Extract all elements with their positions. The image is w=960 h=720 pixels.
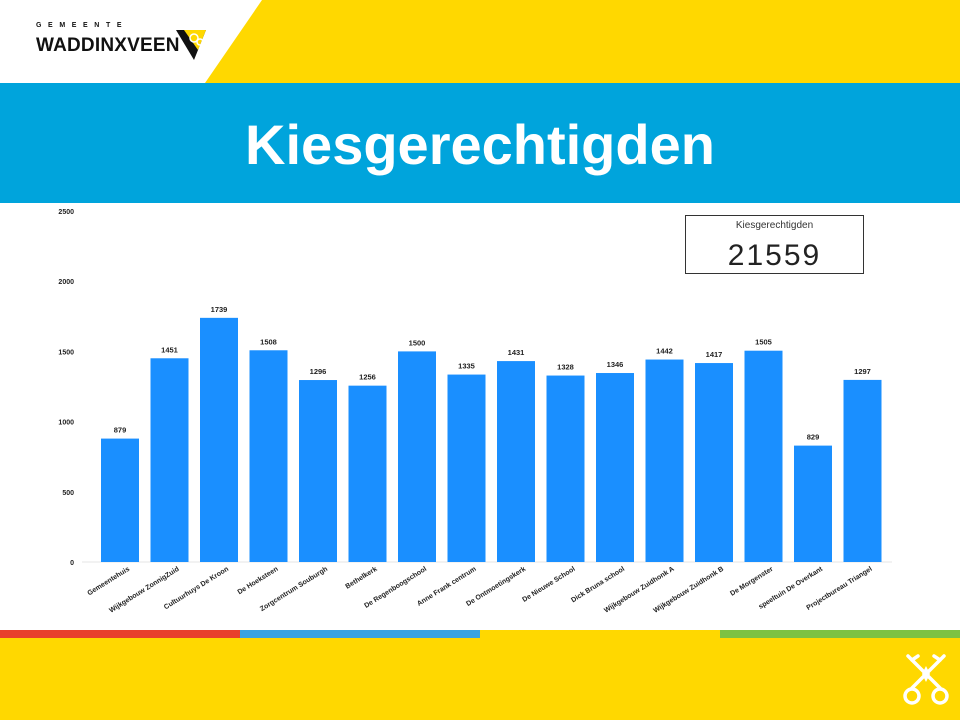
y-tick-label: 0 xyxy=(70,560,74,567)
bar-value-label: 1328 xyxy=(557,363,574,372)
bar xyxy=(596,373,634,562)
municipality-logo[interactable]: GEMEENTE WADDINXVEEN xyxy=(36,22,216,62)
y-tick-label: 500 xyxy=(62,490,74,497)
bar-chart: 05001000150020002500879Gemeentehuis1451W… xyxy=(58,209,892,615)
bar-value-label: 879 xyxy=(114,426,127,435)
bar xyxy=(843,379,882,562)
x-tick-label: De Hoeksteen xyxy=(237,566,280,596)
title-band xyxy=(0,83,960,203)
coat-of-arms-icon xyxy=(176,30,206,60)
bar-value-label: 1335 xyxy=(458,362,475,371)
bar xyxy=(150,358,189,562)
bar xyxy=(348,385,387,562)
y-tick-label: 1500 xyxy=(58,349,74,356)
bar-value-label: 1297 xyxy=(854,367,871,376)
logo-top-text: GEMEENTE xyxy=(36,22,129,29)
color-stripes xyxy=(0,630,960,638)
bar xyxy=(299,380,337,562)
total-card-label: Kiesgerechtigden xyxy=(735,220,814,231)
bar-value-label: 1417 xyxy=(706,350,723,359)
header-background xyxy=(0,0,960,83)
bar xyxy=(546,375,585,562)
bar-value-label: 1442 xyxy=(656,347,673,356)
total-card: Kiesgerechtigden 21559 xyxy=(685,215,864,274)
y-tick-label: 1000 xyxy=(58,420,74,427)
total-card-value: 21559 xyxy=(727,239,822,272)
x-tick-label: Gemeentehuis xyxy=(86,566,131,598)
stripe-blue xyxy=(240,630,480,638)
bar xyxy=(200,317,238,562)
keys-icon xyxy=(903,654,949,705)
bar xyxy=(744,350,783,562)
x-tick-label: Bethelkerk xyxy=(344,566,378,591)
bar-value-label: 1451 xyxy=(161,345,178,354)
bar-value-label: 1508 xyxy=(260,337,277,346)
bar-value-label: 1346 xyxy=(607,360,624,369)
bar xyxy=(695,363,733,562)
bar xyxy=(101,438,139,562)
slide-title: Kiesgerechtigden xyxy=(245,113,715,176)
stripe-green xyxy=(720,630,960,638)
bar xyxy=(249,350,288,562)
bar xyxy=(794,445,832,562)
bar xyxy=(645,359,684,562)
logo-name: WADDINXVEEN xyxy=(36,35,180,56)
stripe-yellow xyxy=(480,630,720,638)
bar-value-label: 829 xyxy=(807,433,820,442)
bar-value-label: 1739 xyxy=(211,305,228,314)
y-tick-label: 2500 xyxy=(58,209,74,216)
bar xyxy=(447,374,486,562)
bar-value-label: 1431 xyxy=(508,348,525,357)
y-tick-label: 2000 xyxy=(58,279,74,286)
bar-value-label: 1256 xyxy=(359,373,376,382)
bar xyxy=(497,361,535,562)
bar xyxy=(398,351,436,562)
x-tick-label: De Morgenster xyxy=(729,566,775,598)
x-tick-label: De Nieuwe School xyxy=(521,566,576,604)
bar-value-label: 1500 xyxy=(409,338,426,347)
bar-value-label: 1296 xyxy=(310,367,327,376)
stripe-red xyxy=(0,630,240,638)
bar-value-label: 1505 xyxy=(755,338,772,347)
footer-band xyxy=(0,638,960,720)
